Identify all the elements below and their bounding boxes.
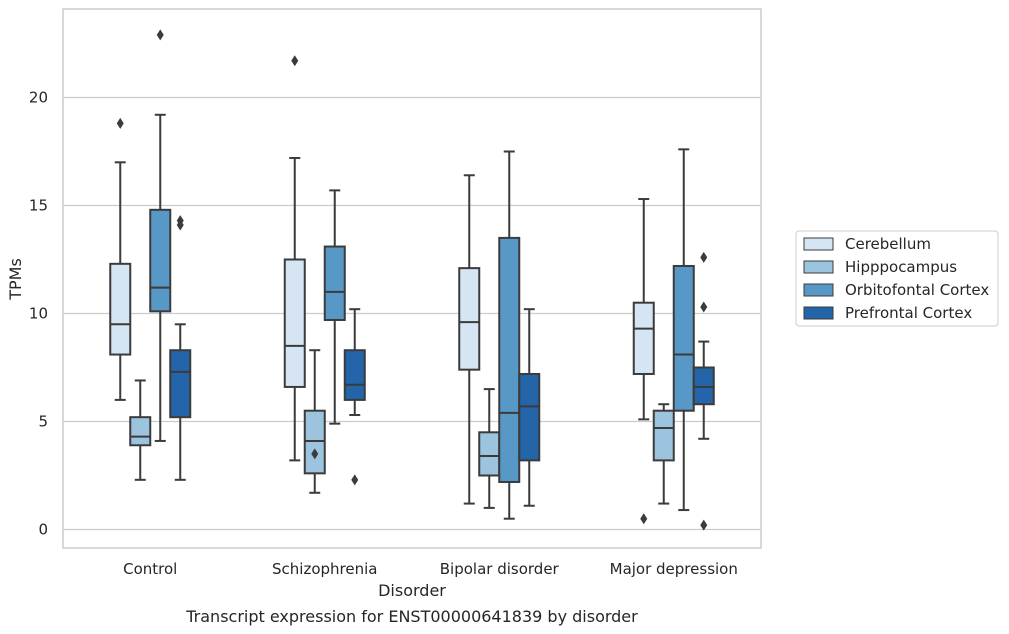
legend: Cerebellum Hipppocampus Orbitofontal Corte… — [795, 230, 999, 327]
chart-caption: Transcript expression for ENST0000064183… — [185, 607, 638, 626]
y-tick-labels: 0 5 10 15 20 — [29, 89, 48, 539]
box-1-0 — [129, 379, 152, 481]
box-3-0 — [169, 215, 192, 481]
box-1-3 — [652, 403, 675, 505]
iqr-box — [169, 349, 192, 419]
legend-swatch-2 — [803, 283, 834, 297]
iqr-box — [652, 409, 675, 462]
legend-label-0: Cerebellum — [845, 235, 931, 253]
box-series — [109, 29, 715, 531]
y-tick-label-5: 5 — [38, 413, 48, 431]
series-cerebellum — [109, 55, 655, 525]
box-1-2 — [478, 388, 501, 509]
box-0-1 — [283, 55, 306, 462]
outlier-point — [156, 29, 164, 41]
iqr-box — [458, 267, 481, 371]
x-tick-label-bipolar-disorder: Bipolar disorder — [440, 560, 560, 578]
y-axis-label: TPMs — [6, 258, 25, 301]
grid-lines — [63, 96, 761, 531]
box-2-0 — [149, 29, 172, 442]
y-tick-label-0: 0 — [38, 521, 48, 539]
plot-frame — [62, 8, 762, 549]
outlier-point — [311, 448, 319, 460]
outlier-point — [291, 55, 299, 67]
box-3-3 — [692, 251, 715, 531]
iqr-box — [109, 262, 132, 356]
iqr-box — [283, 258, 306, 388]
series-orbitofontal-cortex — [149, 29, 695, 520]
iqr-box — [343, 349, 366, 401]
outlier-point — [700, 251, 708, 263]
box-2-2 — [498, 150, 521, 520]
outlier-point — [700, 301, 708, 313]
box-3-2 — [518, 308, 541, 507]
iqr-box — [303, 409, 326, 475]
box-0-2 — [458, 174, 481, 505]
x-axis-label: Disorder — [378, 581, 446, 600]
iqr-box — [518, 372, 541, 462]
iqr-box — [323, 245, 346, 321]
x-tick-labels: Control Schizophrenia Bipolar disorder Majo… — [123, 560, 738, 578]
iqr-box — [672, 264, 695, 412]
iqr-box — [498, 236, 521, 483]
legend-label-1: Hipppocampus — [845, 258, 957, 276]
legend-swatch-3 — [803, 306, 834, 320]
y-tick-label-15: 15 — [29, 197, 48, 215]
iqr-box — [149, 208, 172, 313]
box-0-3 — [632, 198, 655, 525]
legend-label-2: Orbitofontal Cortex — [845, 281, 989, 299]
outlier-point — [116, 117, 124, 129]
outlier-point — [351, 474, 359, 486]
x-tick-label-schizophrenia: Schizophrenia — [272, 560, 377, 578]
box-3-1 — [343, 308, 366, 486]
series-prefrontal-cortex — [169, 215, 715, 531]
iqr-box — [129, 416, 152, 447]
outlier-point — [176, 215, 184, 227]
x-tick-label-major-depression: Major depression — [610, 560, 738, 578]
legend-swatch-1 — [803, 260, 834, 274]
legend-label-3: Prefrontal Cortex — [845, 304, 972, 322]
iqr-box — [692, 366, 715, 406]
legend-swatch-0 — [803, 237, 834, 251]
outlier-point — [640, 513, 648, 525]
box-2-3 — [672, 148, 695, 512]
iqr-box — [478, 431, 501, 477]
box-2-1 — [323, 189, 346, 425]
legend-frame — [795, 230, 999, 327]
box-0-0 — [109, 117, 132, 401]
y-tick-label-20: 20 — [29, 89, 48, 107]
y-tick-label-10: 10 — [29, 305, 48, 323]
series-hipppocampus — [129, 349, 675, 509]
x-tick-label-control: Control — [123, 560, 177, 578]
iqr-box — [632, 301, 655, 375]
outlier-point — [700, 519, 708, 531]
box-1-1 — [303, 349, 326, 494]
